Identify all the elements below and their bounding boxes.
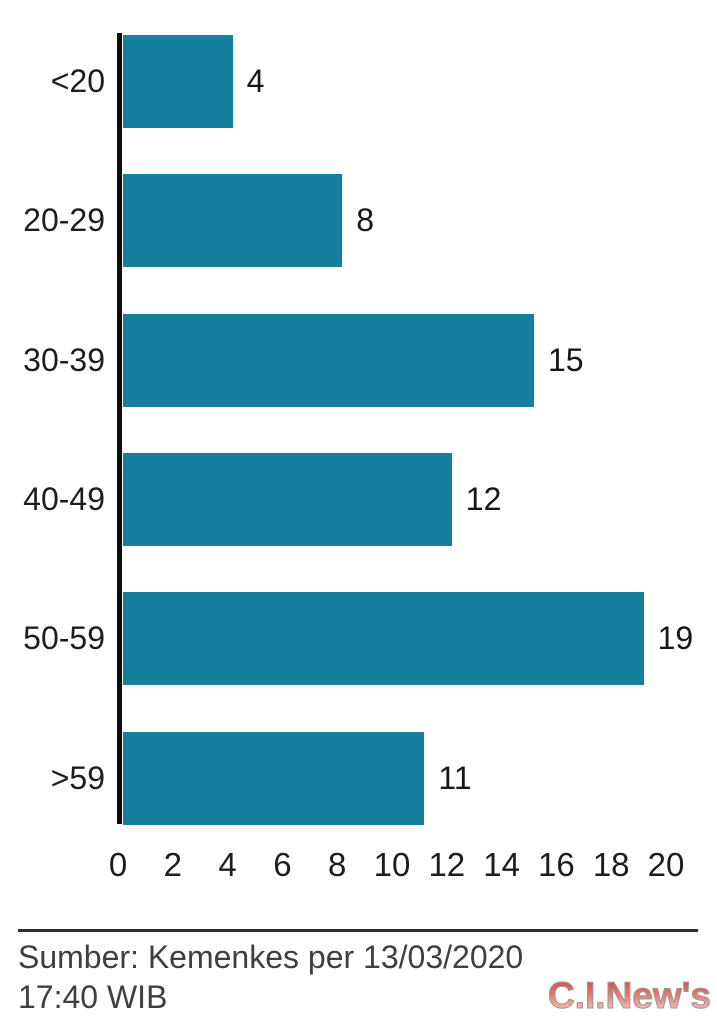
source-line-2: 17:40 WIB [18, 979, 168, 1015]
category-label: 30-39 [23, 341, 105, 378]
value-label: 11 [438, 759, 472, 796]
bar-row: 50-59 19 [0, 592, 717, 686]
x-axis-tick-labels: 0 2 4 6 8 10 12 14 16 18 20 [0, 846, 717, 888]
x-tick-label: 4 [218, 846, 237, 883]
x-tick-label: 2 [163, 846, 182, 883]
bar [123, 313, 534, 407]
x-tick-label: 6 [273, 846, 292, 883]
x-tick-label: 10 [373, 846, 411, 883]
bar [123, 592, 644, 686]
value-label: 12 [465, 480, 502, 517]
category-label: >59 [50, 759, 105, 796]
category-label: <20 [50, 63, 105, 99]
bar-row: <20 4 [0, 35, 717, 128]
x-tick-label: 18 [592, 846, 630, 883]
bar [123, 452, 452, 546]
source-line-1: Sumber: Kemenkes per 13/03/2020 [18, 939, 524, 975]
value-label: 19 [657, 620, 694, 657]
bar-row: 40-49 12 [0, 452, 717, 546]
value-label: 8 [356, 202, 374, 239]
category-label: 20-29 [23, 202, 105, 239]
x-tick-label: 14 [483, 846, 520, 883]
category-label: 40-49 [23, 480, 105, 517]
y-axis-line [117, 33, 122, 824]
bar-row: >59 11 [0, 731, 717, 825]
bar [123, 35, 233, 128]
value-label: 4 [246, 63, 265, 99]
x-tick-label: 8 [328, 846, 347, 883]
x-tick-label: 16 [538, 846, 575, 883]
watermark-cinews: C.I.New's [547, 975, 711, 1017]
bar [123, 174, 343, 268]
bar-row: 20-29 8 [0, 174, 717, 268]
x-tick-label: 20 [647, 846, 685, 883]
category-label: 50-59 [23, 620, 105, 657]
bar [123, 731, 425, 825]
x-tick-label: 12 [428, 846, 466, 883]
bar-row: 30-39 15 [0, 313, 717, 407]
source-citation: Sumber: Kemenkes per 13/03/2020 17:40 WI… [18, 937, 578, 1017]
footer-divider [18, 929, 698, 932]
value-label: 15 [548, 341, 584, 378]
x-tick-label: 0 [108, 846, 128, 883]
